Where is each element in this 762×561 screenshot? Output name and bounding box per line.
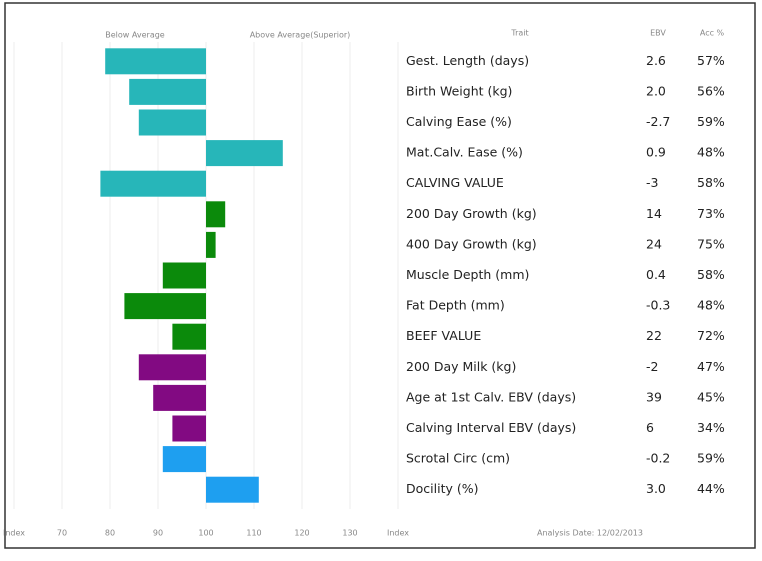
header: Acc % bbox=[700, 29, 725, 38]
bar bbox=[162, 446, 206, 473]
bar bbox=[206, 476, 259, 503]
ebv: -3 bbox=[646, 175, 658, 190]
ebv: 22 bbox=[646, 328, 662, 343]
ebv: 39 bbox=[646, 389, 662, 404]
bar bbox=[206, 201, 226, 228]
ebv: 2.6 bbox=[646, 53, 666, 68]
acc: 47% bbox=[697, 359, 725, 374]
trait: 200 Day Growth (kg) bbox=[406, 206, 537, 221]
acc: 72% bbox=[697, 328, 725, 343]
bar bbox=[172, 415, 206, 442]
header: EBV bbox=[650, 29, 666, 38]
bar bbox=[206, 231, 216, 258]
above-label: Above Average(Superior) bbox=[250, 31, 351, 40]
x-tick-label: Index bbox=[387, 529, 409, 538]
ebv: -2 bbox=[646, 359, 658, 374]
ebv: -0.3 bbox=[646, 298, 670, 313]
ebv: 24 bbox=[646, 236, 662, 251]
acc: 57% bbox=[697, 53, 725, 68]
x-tick-label: 90 bbox=[153, 529, 163, 538]
x-tick-label: 130 bbox=[342, 529, 357, 538]
bar bbox=[172, 323, 206, 350]
bar bbox=[153, 384, 206, 411]
x-tick-label: 70 bbox=[57, 529, 67, 538]
bar bbox=[162, 262, 206, 289]
acc: 48% bbox=[697, 145, 725, 160]
trait: Muscle Depth (mm) bbox=[406, 267, 529, 282]
acc: 75% bbox=[697, 236, 725, 251]
trait: Age at 1st Calv. EBV (days) bbox=[406, 389, 576, 404]
trait: 400 Day Growth (kg) bbox=[406, 236, 537, 251]
x-tick-label: Index bbox=[3, 529, 25, 538]
header: Trait bbox=[510, 29, 528, 38]
trait: 200 Day Milk (kg) bbox=[406, 359, 516, 374]
bar bbox=[129, 78, 206, 105]
x-tick-label: 110 bbox=[246, 529, 261, 538]
ebv: 0.4 bbox=[646, 267, 666, 282]
trait: Docility (%) bbox=[406, 481, 478, 496]
x-tick-label: 100 bbox=[198, 529, 213, 538]
acc: 58% bbox=[697, 267, 725, 282]
below-label: Below Average bbox=[105, 31, 165, 40]
bar bbox=[206, 140, 283, 167]
trait: Mat.Calv. Ease (%) bbox=[406, 145, 523, 160]
acc: 56% bbox=[697, 83, 725, 98]
bar bbox=[100, 170, 206, 197]
trait: BEEF VALUE bbox=[406, 328, 481, 343]
trait: CALVING VALUE bbox=[406, 175, 504, 190]
acc: 34% bbox=[697, 420, 725, 435]
ebv: 2.0 bbox=[646, 83, 666, 98]
ebv: 3.0 bbox=[646, 481, 666, 496]
ebv: -0.2 bbox=[646, 451, 670, 466]
footer: Analysis Date: 12/02/2013 bbox=[537, 529, 643, 538]
ebv: 6 bbox=[646, 420, 654, 435]
ebv: 14 bbox=[646, 206, 662, 221]
ebv: -2.7 bbox=[646, 114, 670, 129]
trait: Fat Depth (mm) bbox=[406, 298, 505, 313]
acc: 73% bbox=[697, 206, 725, 221]
acc: 48% bbox=[697, 298, 725, 313]
trait: Scrotal Circ (cm) bbox=[406, 451, 510, 466]
bar bbox=[138, 354, 206, 381]
acc: 59% bbox=[697, 114, 725, 129]
bar bbox=[124, 293, 206, 320]
acc: 45% bbox=[697, 389, 725, 404]
x-tick-label: 120 bbox=[294, 529, 309, 538]
trait: Gest. Length (days) bbox=[406, 53, 529, 68]
acc: 59% bbox=[697, 451, 725, 466]
trait: Birth Weight (kg) bbox=[406, 83, 512, 98]
acc: 44% bbox=[697, 481, 725, 496]
x-tick-label: 80 bbox=[105, 529, 115, 538]
bar bbox=[138, 109, 206, 136]
trait: Calving Interval EBV (days) bbox=[406, 420, 576, 435]
ebv: 0.9 bbox=[646, 145, 666, 160]
frame bbox=[4, 2, 756, 549]
acc: 58% bbox=[697, 175, 725, 190]
trait: Calving Ease (%) bbox=[406, 114, 512, 129]
bar bbox=[105, 48, 206, 75]
